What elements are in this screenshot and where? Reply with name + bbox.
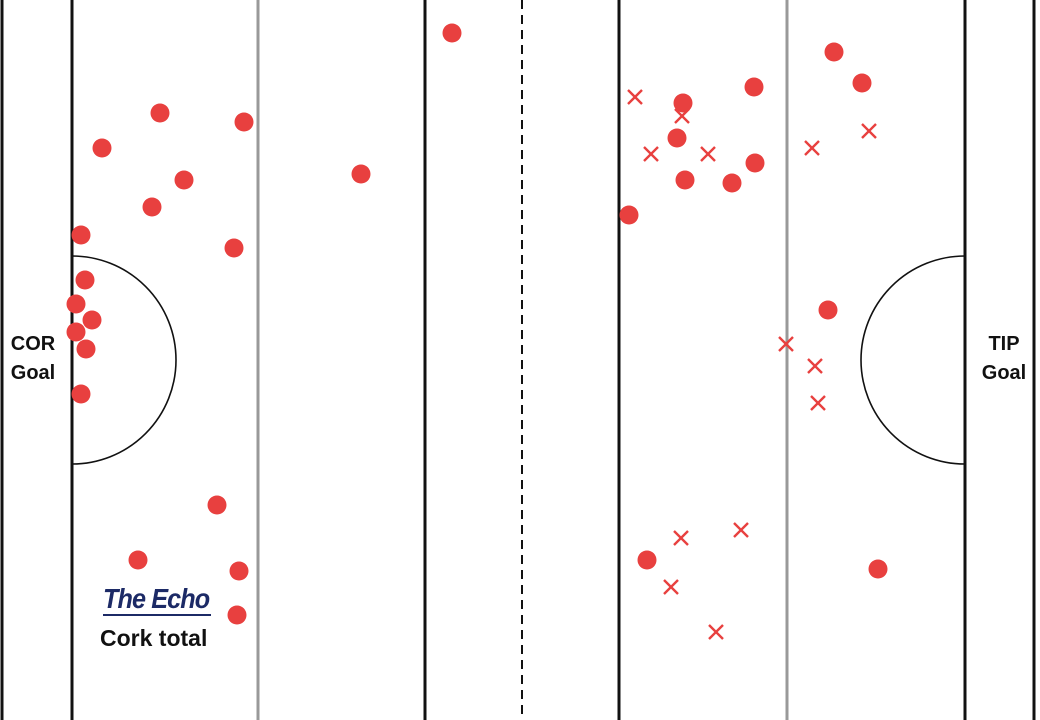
- brand-underline: [103, 614, 211, 616]
- right-goal-team: TIP: [988, 333, 1020, 355]
- score-marker: [142, 197, 162, 217]
- right-goal-arc: [860, 255, 966, 465]
- caption: Cork total: [100, 625, 208, 651]
- score-marker: [227, 605, 247, 625]
- shot-markers: [66, 23, 888, 640]
- score-marker: [128, 550, 148, 570]
- score-marker: [744, 77, 764, 97]
- miss-marker: [778, 336, 794, 352]
- score-marker: [745, 153, 765, 173]
- score-marker: [92, 138, 112, 158]
- score-marker: [207, 495, 227, 515]
- score-marker: [824, 42, 844, 62]
- miss-marker: [733, 522, 749, 538]
- miss-marker: [804, 140, 820, 156]
- left-goal-word: Goal: [10, 362, 56, 384]
- left-goal-arc: [71, 255, 177, 465]
- score-marker: [852, 73, 872, 93]
- right-goal-word: Goal: [981, 362, 1027, 384]
- brand-logo: The Echo: [103, 583, 210, 614]
- miss-marker: [810, 395, 826, 411]
- score-marker: [66, 294, 86, 314]
- score-marker: [229, 561, 249, 581]
- miss-marker: [643, 146, 659, 162]
- left-goal-label: COR Goal: [3, 330, 63, 388]
- score-marker: [667, 128, 687, 148]
- score-marker: [174, 170, 194, 190]
- score-marker: [75, 270, 95, 290]
- score-marker: [71, 225, 91, 245]
- score-marker: [234, 112, 254, 132]
- miss-marker: [708, 624, 724, 640]
- miss-marker: [807, 358, 823, 374]
- score-marker: [82, 310, 102, 330]
- miss-marker: [627, 89, 643, 105]
- score-marker: [224, 238, 244, 258]
- score-marker: [818, 300, 838, 320]
- score-marker: [868, 559, 888, 579]
- score-marker: [637, 550, 657, 570]
- score-marker: [619, 205, 639, 225]
- score-marker: [150, 103, 170, 123]
- score-marker: [66, 322, 86, 342]
- right-goal-label: TIP Goal: [974, 330, 1034, 388]
- left-goal-team: COR: [10, 333, 56, 355]
- score-marker: [722, 173, 742, 193]
- miss-marker: [700, 146, 716, 162]
- miss-marker: [674, 108, 690, 124]
- score-marker: [673, 93, 693, 113]
- miss-marker: [673, 530, 689, 546]
- score-marker: [442, 23, 462, 43]
- miss-marker: [861, 123, 877, 139]
- score-marker: [351, 164, 371, 184]
- miss-marker: [663, 579, 679, 595]
- score-marker: [71, 384, 91, 404]
- score-marker: [76, 339, 96, 359]
- score-marker: [675, 170, 695, 190]
